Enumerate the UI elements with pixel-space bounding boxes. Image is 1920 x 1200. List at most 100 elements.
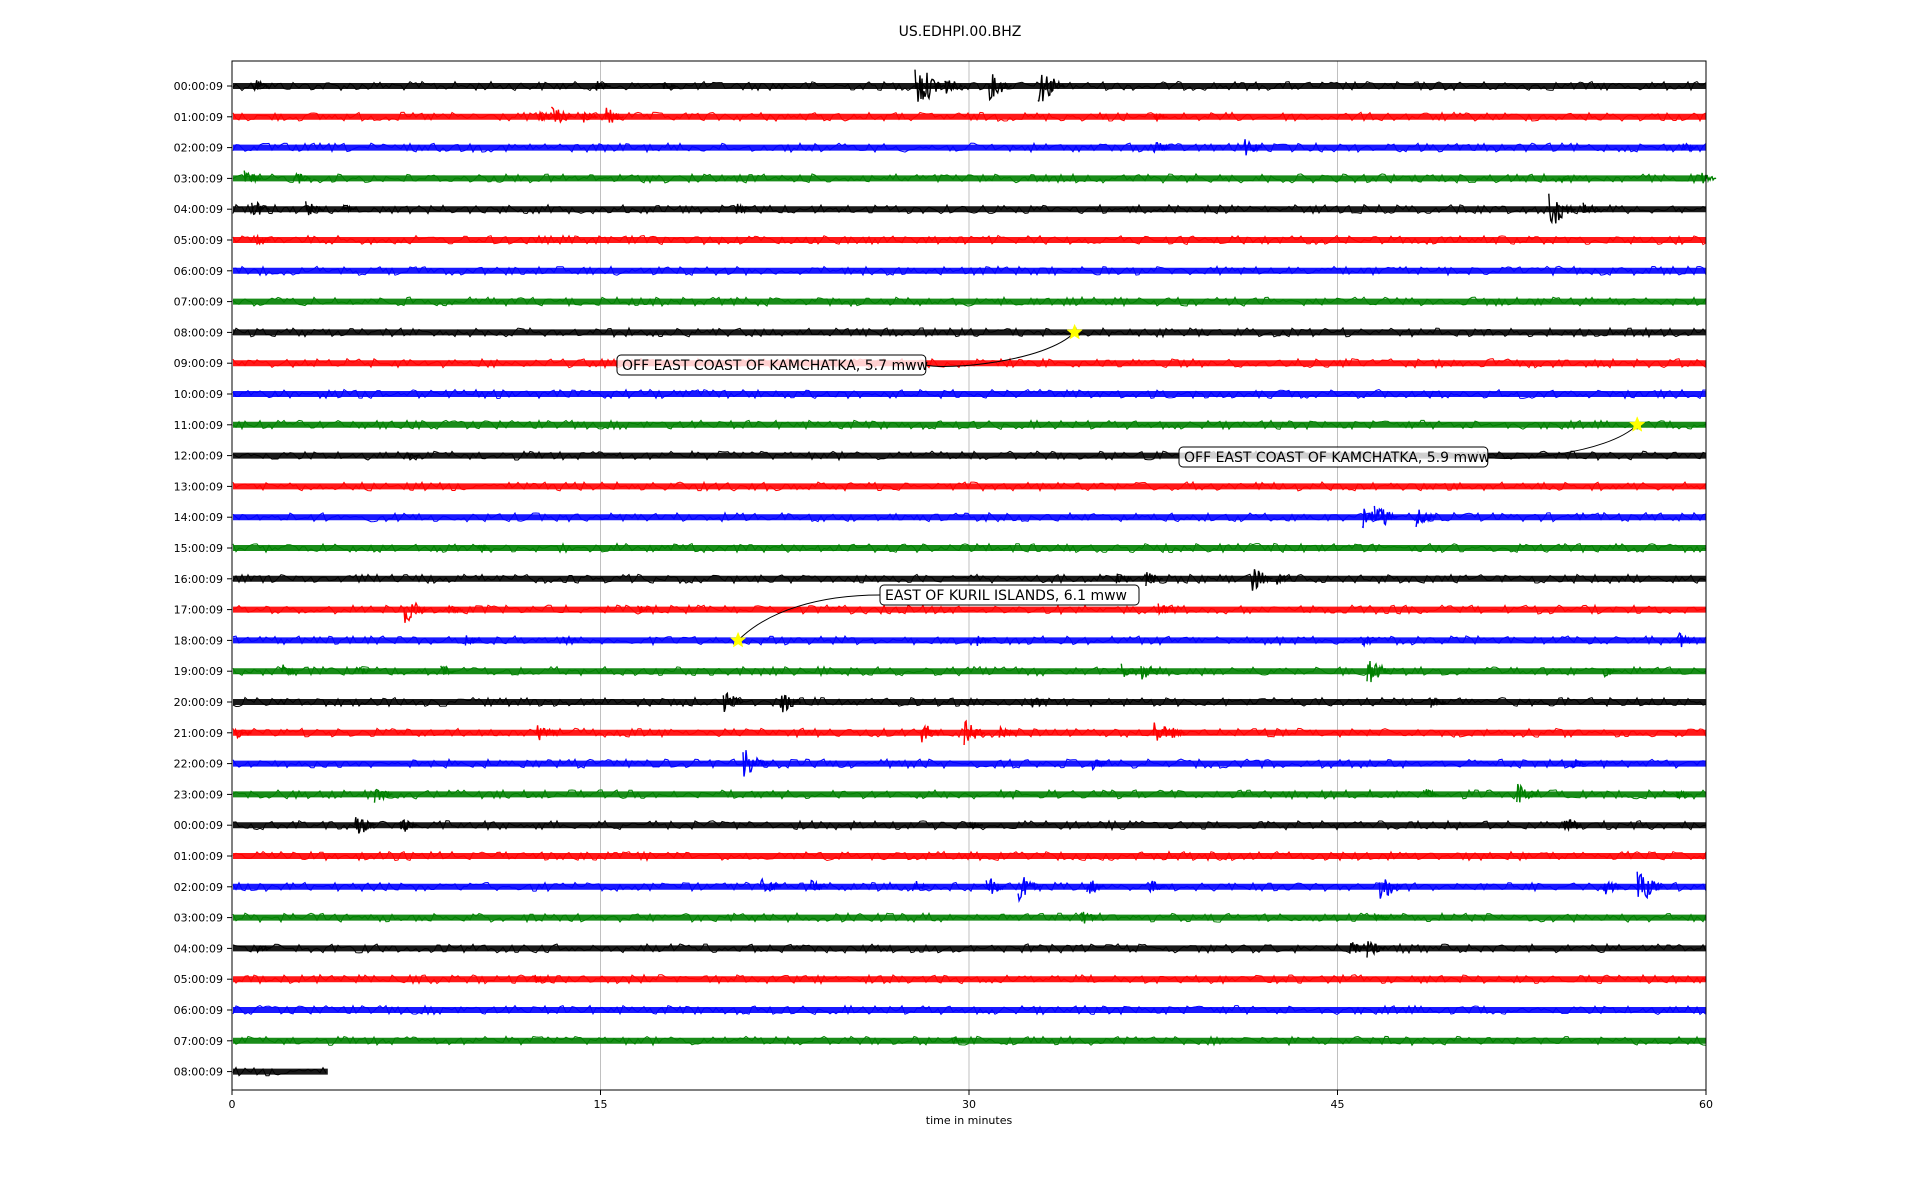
x-tick-label: 0 xyxy=(229,1098,236,1111)
seismic-event xyxy=(550,106,572,124)
event-annotation: OFF EAST COAST OF KAMCHATKA, 5.7 mww xyxy=(616,323,1083,376)
seismic-event xyxy=(1361,635,1378,648)
seismic-event xyxy=(477,544,490,552)
seismic-event xyxy=(538,110,555,122)
seismic-event xyxy=(1120,663,1139,677)
trace-noise xyxy=(232,326,1707,339)
seismic-event xyxy=(1169,727,1186,738)
row-time-label: 10:00:09 xyxy=(174,388,223,401)
row-time-label: 01:00:09 xyxy=(174,111,223,124)
seismic-event xyxy=(636,605,652,613)
row-time-label: 08:00:09 xyxy=(174,1066,223,1079)
row-time-label: 04:00:09 xyxy=(174,942,223,955)
trace-noise xyxy=(232,511,1707,523)
seismic-event xyxy=(1602,668,1618,678)
x-tick-label: 60 xyxy=(1699,1098,1713,1111)
row-time-labels: 00:00:09 01:00:09 02:00:09 03:00:09 04:00:09… xyxy=(174,80,232,1079)
trace-noise xyxy=(232,727,1707,739)
annotation-connector xyxy=(1487,424,1638,459)
row-time-label: 15:00:09 xyxy=(174,542,223,555)
seismic-event xyxy=(255,945,271,954)
seismic-event xyxy=(447,604,464,614)
row-time-label: 07:00:09 xyxy=(174,1035,223,1048)
seismic-event xyxy=(1079,911,1098,924)
trace-noise xyxy=(232,80,1707,92)
seismic-event xyxy=(1361,508,1383,529)
trace-noise xyxy=(232,141,1707,154)
row-time-label: 17:00:09 xyxy=(174,604,223,617)
trace-noise xyxy=(232,881,1707,893)
seismic-event xyxy=(1366,660,1391,683)
row-time-label: 05:00:09 xyxy=(174,973,223,986)
row-time-label: 06:00:09 xyxy=(174,1004,223,1017)
annotation-box xyxy=(1178,446,1489,468)
row-time-label: 02:00:09 xyxy=(174,881,223,894)
seismic-event xyxy=(251,200,271,216)
seismic-event xyxy=(808,879,827,891)
seismic-event xyxy=(604,107,624,123)
seismic-event xyxy=(398,819,418,832)
trace-noise xyxy=(232,911,1707,924)
row-time-label: 08:00:09 xyxy=(174,326,223,339)
seismic-event xyxy=(251,79,269,93)
seismic-event xyxy=(255,233,271,246)
seismic-event xyxy=(1636,871,1664,900)
seismic-event xyxy=(233,727,252,740)
event-star-marker xyxy=(729,631,747,648)
seismic-event xyxy=(742,750,770,777)
seismic-event xyxy=(440,665,456,676)
annotation-label: OFF EAST COAST OF KAMCHATKA, 5.9 mww xyxy=(1184,450,1490,466)
seismic-event xyxy=(563,635,578,646)
seismic-event xyxy=(1558,176,1571,182)
row-time-label: 23:00:09 xyxy=(174,788,223,801)
row-time-label: 03:00:09 xyxy=(174,912,223,925)
seismic-event xyxy=(1430,697,1446,708)
seismic-event xyxy=(1140,665,1160,680)
seismic-event xyxy=(1602,880,1622,895)
event-annotation: OFF EAST COAST OF KAMCHATKA, 5.9 mww xyxy=(1178,416,1646,468)
row-time-label: 22:00:09 xyxy=(174,758,223,771)
seismic-event xyxy=(403,452,419,460)
trace-noise xyxy=(232,942,1707,955)
row-time-label: 14:00:09 xyxy=(174,511,223,524)
seismic-event xyxy=(1562,819,1583,833)
row-time-label: 19:00:09 xyxy=(174,665,223,678)
trace-noise xyxy=(232,419,1707,431)
annotation-box xyxy=(879,584,1140,606)
x-tick-label: 45 xyxy=(1331,1098,1345,1111)
seismic-event xyxy=(341,203,357,214)
seismic-event xyxy=(373,788,393,803)
seismic-event xyxy=(305,201,323,216)
event-star-marker xyxy=(1066,323,1083,340)
seismic-event xyxy=(1582,202,1601,214)
x-axis-label: time in minutes xyxy=(926,1114,1013,1127)
seismic-event xyxy=(1017,877,1042,904)
seismic-event xyxy=(1516,783,1539,803)
seismic-event xyxy=(779,694,802,713)
row-time-label: 12:00:09 xyxy=(174,450,223,463)
seismic-event xyxy=(533,974,549,983)
row-time-label: 00:00:09 xyxy=(174,819,223,832)
seismic-event xyxy=(1700,172,1717,184)
row-time-label: 09:00:09 xyxy=(174,357,223,370)
trace-noise xyxy=(232,573,1707,585)
seismic-event xyxy=(1250,569,1273,591)
seismic-event xyxy=(1157,603,1176,616)
trace-group xyxy=(232,69,1717,1077)
trace-noise xyxy=(232,1004,1707,1016)
seismic-event xyxy=(759,877,782,893)
seismic-event xyxy=(1147,880,1166,894)
seismic-event xyxy=(919,724,941,743)
trace-noise xyxy=(232,757,1707,770)
row-time-label: 03:00:09 xyxy=(174,172,223,185)
trace-noise xyxy=(232,788,1707,801)
seismic-event xyxy=(1037,74,1066,102)
seismic-event xyxy=(1548,193,1576,225)
trace-noise xyxy=(232,973,1707,986)
trace-noise xyxy=(232,665,1707,678)
seismic-event xyxy=(1373,913,1389,922)
seismic-event xyxy=(280,664,299,677)
seismic-event xyxy=(1373,505,1398,526)
seismic-event xyxy=(963,719,986,746)
seismic-event xyxy=(911,880,930,892)
